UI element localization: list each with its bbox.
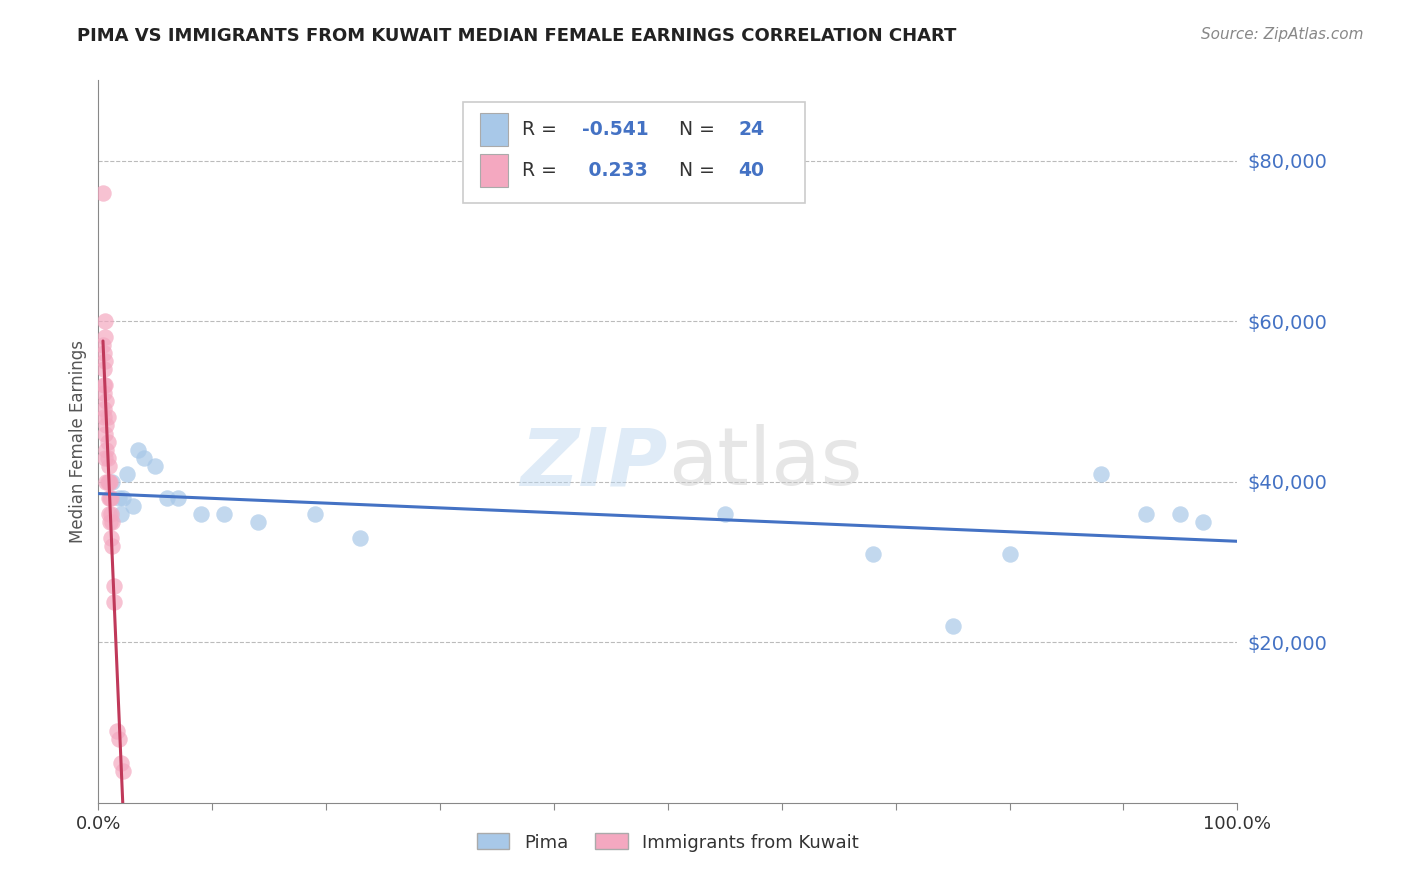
Point: [108, 491, 131, 505]
Point: [96, 475, 118, 489]
Point: [97, 507, 120, 521]
FancyBboxPatch shape: [479, 154, 509, 186]
Point: [1170, 507, 1192, 521]
Point: [93, 378, 115, 392]
Point: [96, 394, 118, 409]
Point: [93, 402, 115, 417]
Text: N =: N =: [679, 161, 721, 180]
Point: [93, 410, 115, 425]
Point: [94, 330, 117, 344]
Point: [100, 531, 122, 545]
Point: [112, 491, 135, 505]
Text: PIMA VS IMMIGRANTS FROM KUWAIT MEDIAN FEMALE EARNINGS CORRELATION CHART: PIMA VS IMMIGRANTS FROM KUWAIT MEDIAN FE…: [77, 27, 956, 45]
Point: [101, 539, 124, 553]
Point: [101, 515, 124, 529]
Point: [103, 595, 125, 609]
Point: [112, 764, 135, 778]
Point: [190, 507, 212, 521]
Text: 40: 40: [738, 161, 765, 180]
Text: ZIP: ZIP: [520, 425, 668, 502]
Point: [110, 507, 132, 521]
Point: [156, 491, 179, 505]
FancyBboxPatch shape: [479, 113, 509, 145]
Point: [714, 507, 737, 521]
Point: [98, 475, 121, 489]
Point: [1135, 507, 1157, 521]
Point: [942, 619, 965, 633]
Point: [110, 756, 132, 770]
Point: [96, 410, 118, 425]
Text: R =: R =: [522, 161, 562, 180]
Point: [1090, 467, 1112, 481]
Point: [127, 442, 149, 457]
Point: [97, 491, 120, 505]
Point: [96, 418, 118, 433]
Point: [96, 434, 118, 449]
Point: [94, 314, 117, 328]
Point: [94, 354, 117, 368]
Point: [998, 547, 1021, 561]
Text: R =: R =: [522, 120, 562, 139]
Point: [862, 547, 884, 561]
Text: 0.233: 0.233: [582, 161, 648, 180]
Y-axis label: Median Female Earnings: Median Female Earnings: [69, 340, 87, 543]
Point: [94, 378, 117, 392]
Point: [93, 362, 115, 376]
Point: [101, 475, 124, 489]
Point: [94, 450, 117, 465]
Text: N =: N =: [679, 120, 721, 139]
Point: [100, 507, 122, 521]
Point: [349, 531, 371, 545]
Point: [115, 467, 138, 481]
Point: [103, 579, 125, 593]
Point: [98, 515, 121, 529]
Point: [96, 475, 118, 489]
Point: [97, 475, 120, 489]
Text: -0.541: -0.541: [582, 120, 650, 139]
Point: [121, 499, 143, 513]
Point: [93, 386, 115, 401]
Point: [91, 338, 114, 352]
Text: 24: 24: [738, 120, 765, 139]
Point: [98, 491, 121, 505]
Legend: Pima, Immigrants from Kuwait: Pima, Immigrants from Kuwait: [470, 826, 866, 859]
Text: Source: ZipAtlas.com: Source: ZipAtlas.com: [1201, 27, 1364, 42]
Text: atlas: atlas: [668, 425, 862, 502]
Point: [304, 507, 326, 521]
Point: [167, 491, 190, 505]
Point: [246, 515, 269, 529]
FancyBboxPatch shape: [463, 102, 804, 203]
Point: [145, 458, 167, 473]
Point: [96, 442, 118, 457]
Point: [132, 450, 155, 465]
Point: [100, 491, 122, 505]
Point: [105, 723, 128, 738]
Point: [93, 346, 115, 360]
Point: [94, 426, 117, 441]
Point: [97, 458, 120, 473]
Point: [108, 731, 131, 746]
Point: [96, 450, 118, 465]
Point: [1192, 515, 1215, 529]
Point: [91, 186, 114, 200]
Point: [212, 507, 235, 521]
